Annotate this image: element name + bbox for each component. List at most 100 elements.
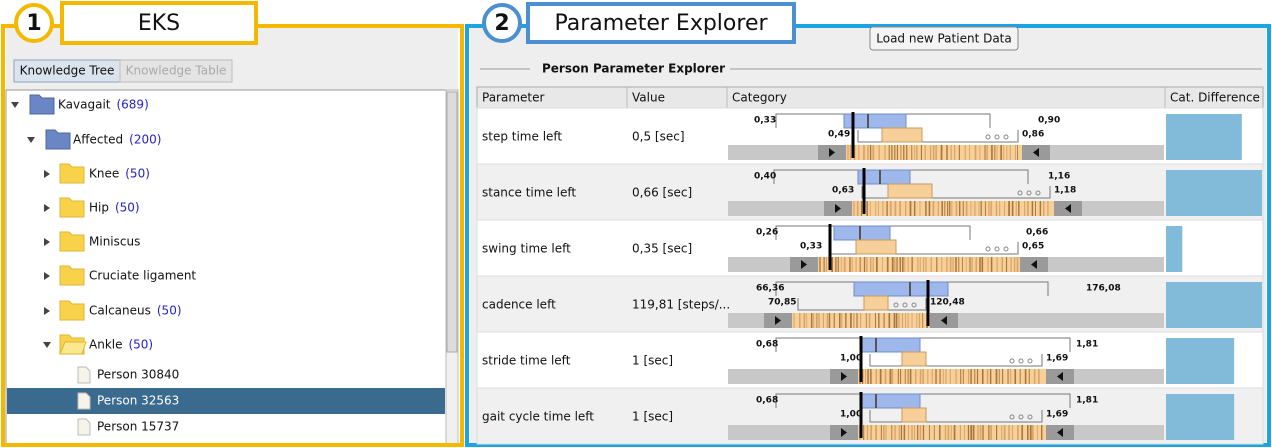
expander[interactable] xyxy=(44,170,50,178)
orange-box xyxy=(863,295,889,311)
outlier xyxy=(893,302,899,308)
value: 0,5 [sec] xyxy=(632,130,685,144)
expander[interactable] xyxy=(11,102,19,108)
tree-count: (200) xyxy=(129,133,161,147)
value: 0,66 [sec] xyxy=(632,186,692,200)
tree-count: (689) xyxy=(116,98,148,112)
explorer-label: Parameter Explorer xyxy=(554,11,768,36)
whisker xyxy=(869,410,1043,423)
column-header: Cat. Difference xyxy=(1170,91,1260,105)
boxplot-label: 1,81 xyxy=(1076,396,1098,406)
tab[interactable]: Knowledge Table xyxy=(126,64,227,78)
boxplot-label: 0,86 xyxy=(1022,130,1044,140)
tab-inactive[interactable] xyxy=(119,59,233,83)
whisker xyxy=(857,130,1019,143)
parameter: stance time left xyxy=(482,186,576,200)
tree-label[interactable]: Affected xyxy=(73,133,123,147)
strip-range xyxy=(818,257,1020,272)
outlier xyxy=(1017,190,1023,196)
arrow-left xyxy=(1057,372,1063,381)
tree-count: (50) xyxy=(125,167,150,181)
arrow-right xyxy=(841,372,847,381)
explorer-frame xyxy=(465,24,1271,447)
boxplot-label: 176,08 xyxy=(1086,284,1121,294)
expander[interactable] xyxy=(44,307,50,315)
blue-box xyxy=(857,169,911,185)
value: 1 [sec] xyxy=(632,354,673,368)
folder-icon xyxy=(45,129,71,150)
boxplot-label: 120,48 xyxy=(930,298,965,308)
scroll-thumb[interactable] xyxy=(446,91,458,353)
boxplot-label: 1,69 xyxy=(1046,354,1068,364)
orange-box xyxy=(881,127,923,143)
tree-label[interactable]: Kavagait xyxy=(58,98,111,112)
cat-difference-bar xyxy=(1166,170,1262,216)
boxplot-label: 0,68 xyxy=(756,340,778,350)
column-header: Value xyxy=(632,91,665,105)
boxplot-label: 1,16 xyxy=(1048,172,1070,182)
cat-difference-bar xyxy=(1166,226,1183,272)
arrow-right xyxy=(841,428,847,437)
boxplot-label: 0,33 xyxy=(754,116,776,126)
arrow-right xyxy=(775,316,781,325)
blue-box xyxy=(861,393,921,409)
badge-1-text: 1 xyxy=(26,11,41,36)
expander[interactable] xyxy=(44,204,50,212)
outlier xyxy=(1009,414,1015,420)
tree-area xyxy=(5,89,459,445)
load-button-text[interactable]: Load new Patient Data xyxy=(876,32,1011,46)
arrow-right xyxy=(835,204,841,213)
tab[interactable]: Knowledge Tree xyxy=(20,64,115,78)
outlier xyxy=(1027,358,1033,364)
section-title: Person Parameter Explorer xyxy=(542,62,725,76)
expander[interactable] xyxy=(44,272,50,280)
tree-label[interactable]: Person 30840 xyxy=(97,368,179,382)
doc-icon xyxy=(77,418,91,436)
value: 1 [sec] xyxy=(632,410,673,424)
eks-label-box xyxy=(60,1,258,45)
strip-range xyxy=(852,201,1054,216)
arrow-left xyxy=(1065,204,1071,213)
tree-label[interactable]: Calcaneus xyxy=(89,304,151,318)
blue-box xyxy=(843,113,907,129)
parameter: stride time left xyxy=(482,354,571,368)
boxplot-label: 0,65 xyxy=(1022,242,1044,252)
tree-label[interactable]: Person 15737 xyxy=(97,420,179,434)
boxplot-label: 66,36 xyxy=(756,284,784,294)
boxplot-label: 0,40 xyxy=(754,172,776,182)
outlier xyxy=(1018,358,1024,364)
tree-label[interactable]: Miniscus xyxy=(89,235,140,249)
folder-icon xyxy=(59,300,85,321)
tree-label[interactable]: Cruciate ligament xyxy=(89,269,196,283)
folder-icon xyxy=(59,163,85,184)
tree-label[interactable]: Ankle xyxy=(89,338,122,352)
outlier xyxy=(1026,190,1032,196)
expander[interactable] xyxy=(44,238,50,246)
load-button[interactable] xyxy=(869,26,1019,51)
tree-label[interactable]: Knee xyxy=(89,167,119,181)
whisker xyxy=(775,393,1071,408)
cat-difference-bar xyxy=(1166,282,1262,328)
boxplot-label: 0,26 xyxy=(756,228,778,238)
column-header: Parameter xyxy=(482,91,544,105)
expander[interactable] xyxy=(27,137,35,143)
outlier xyxy=(985,246,991,252)
cat-difference-bar xyxy=(1166,114,1242,160)
blue-box xyxy=(853,281,949,297)
tree-label[interactable]: Person 32563 xyxy=(97,394,179,408)
boxplot-label: 0,33 xyxy=(800,242,822,252)
boxplot-label: 0,90 xyxy=(1038,116,1060,126)
column-header: Category xyxy=(732,91,787,105)
badge-2 xyxy=(482,3,522,43)
tree-label[interactable]: Hip xyxy=(89,201,109,215)
badge-2-text: 2 xyxy=(494,11,509,36)
whisker xyxy=(861,186,1051,199)
tree-count: (50) xyxy=(128,338,153,352)
explorer-label-box xyxy=(526,2,796,44)
orange-box xyxy=(901,407,927,423)
boxplot-label: 70,85 xyxy=(768,298,796,308)
outlier xyxy=(1035,190,1041,196)
expander[interactable] xyxy=(43,342,51,348)
cat-difference-bar xyxy=(1166,394,1235,440)
